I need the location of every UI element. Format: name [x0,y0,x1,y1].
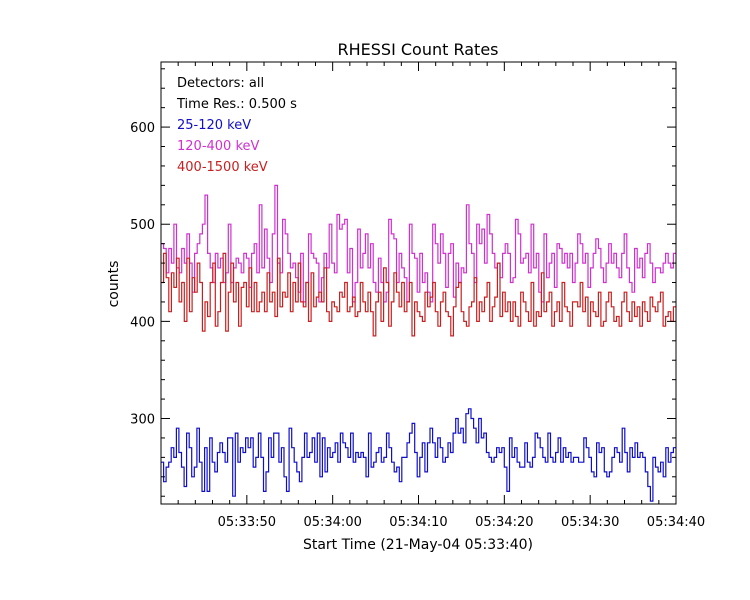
legend-annotation: Time Res.: 0.500 s [176,97,297,112]
legend: Detectors: all Time Res.: 0.500 s 25-120 k… [176,76,297,175]
y-tick-label: 300 [130,413,155,428]
y-tick-label: 400 [130,315,155,330]
series-line-2 [161,184,676,303]
x-tick-label: 05:34:40 [647,515,705,530]
legend-entry: 25-120 keV [177,118,251,133]
x-tick-label: 05:34:10 [389,515,447,530]
series-layer [161,184,676,502]
chart-title: RHESSI Count Rates [338,40,499,59]
x-tick-label: 05:34:00 [303,515,361,530]
legend-annotation: Detectors: all [177,76,264,91]
y-axis-label: counts [106,261,122,308]
x-tick-label: 05:34:30 [561,515,619,530]
x-axis-label: Start Time (21-May-04 05:33:40) [303,537,533,553]
x-tick-label: 05:34:20 [475,515,533,530]
x-axis: 05:33:50 05:34:00 05:34:10 05:34:20 05:34:30… [177,62,705,530]
legend-entry: 400-1500 keV [177,160,268,175]
y-tick-label: 500 [130,218,155,233]
y-tick-label: 600 [130,121,155,136]
x-tick-label: 05:33:50 [218,515,276,530]
series-line-1 [161,408,676,502]
y-axis: 300 400 500 600 [130,68,676,497]
legend-entry: 120-400 keV [177,139,260,154]
series-line-3 [161,252,676,337]
